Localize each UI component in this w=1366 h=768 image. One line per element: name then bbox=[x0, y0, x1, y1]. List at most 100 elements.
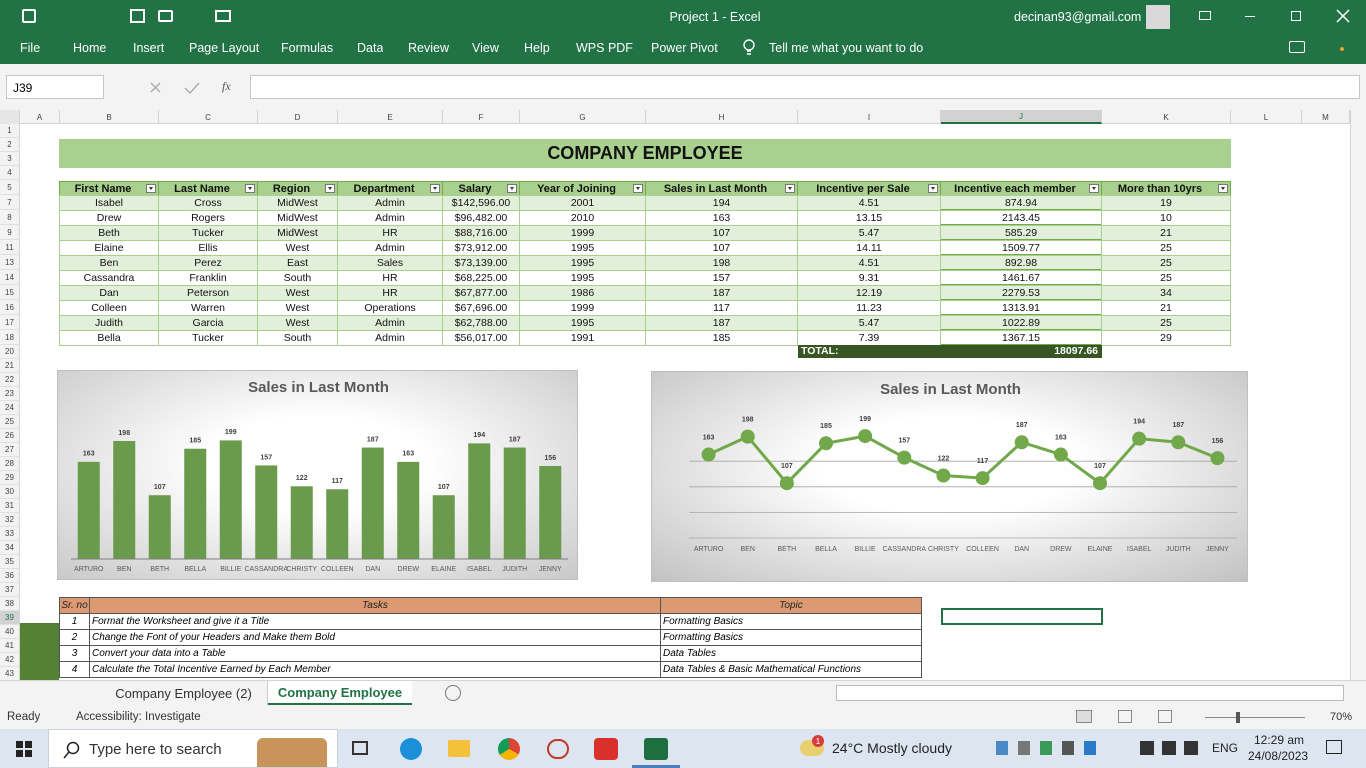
table-header[interactable]: Salary bbox=[442, 181, 520, 196]
table-cell[interactable]: Admin bbox=[337, 195, 443, 211]
row-header[interactable]: 5 bbox=[0, 180, 20, 195]
ribbon-tab[interactable]: Data bbox=[357, 41, 384, 55]
table-cell[interactable]: Colleen bbox=[59, 300, 159, 316]
table-cell[interactable]: 1995 bbox=[519, 240, 646, 256]
table-header[interactable]: First Name bbox=[59, 181, 159, 196]
row-header[interactable]: 24 bbox=[0, 401, 20, 415]
row-header[interactable]: 26 bbox=[0, 429, 20, 443]
column-header[interactable]: J bbox=[941, 110, 1102, 124]
row-header[interactable]: 15 bbox=[0, 285, 20, 300]
table-cell[interactable]: Cross bbox=[158, 195, 258, 211]
row-header[interactable]: 23 bbox=[0, 387, 20, 401]
row-header[interactable]: 16 bbox=[0, 300, 20, 315]
total-label[interactable]: TOTAL: bbox=[801, 345, 839, 357]
zoom-thumb[interactable] bbox=[1236, 712, 1240, 723]
vertical-scrollbar[interactable] bbox=[1350, 110, 1366, 680]
table-cell[interactable]: Elaine bbox=[59, 240, 159, 256]
row-header[interactable]: 13 bbox=[0, 255, 20, 270]
system-icons[interactable] bbox=[1140, 741, 1200, 755]
table-cell[interactable]: 107 bbox=[645, 240, 798, 256]
filter-button[interactable] bbox=[146, 184, 156, 193]
tasks-cell[interactable]: 4 bbox=[59, 661, 90, 678]
page-layout-button[interactable] bbox=[1118, 710, 1132, 723]
table-cell[interactable]: Admin bbox=[337, 210, 443, 226]
tasks-cell[interactable]: Formatting Basics bbox=[660, 613, 922, 630]
row-header[interactable]: 3 bbox=[0, 152, 20, 166]
table-cell[interactable]: 21 bbox=[1101, 225, 1231, 241]
tasks-cell[interactable]: Change the Font of your Headers and Make… bbox=[89, 629, 661, 646]
table-cell[interactable]: East bbox=[257, 255, 338, 271]
table-cell[interactable]: Franklin bbox=[158, 270, 258, 286]
table-cell[interactable]: Admin bbox=[337, 240, 443, 256]
ribbon-tab[interactable]: Insert bbox=[133, 41, 165, 55]
tasks-cell[interactable]: Data Tables bbox=[660, 645, 922, 662]
table-cell[interactable]: Peterson bbox=[158, 285, 258, 301]
insert-function[interactable]: fx bbox=[222, 79, 231, 93]
tasks-header[interactable]: Sr. no bbox=[59, 597, 90, 614]
row-header[interactable]: 37 bbox=[0, 583, 20, 597]
tasks-header[interactable]: Tasks bbox=[89, 597, 661, 614]
table-cell[interactable]: 25 bbox=[1101, 240, 1231, 256]
tasks-cell[interactable]: Formatting Basics bbox=[660, 629, 922, 646]
table-cell[interactable]: 34 bbox=[1101, 285, 1231, 301]
horizontal-scrollbar[interactable] bbox=[836, 685, 1344, 701]
table-cell[interactable]: 1509.77 bbox=[940, 240, 1102, 256]
table-cell[interactable]: 2010 bbox=[519, 210, 646, 226]
table-header[interactable]: Last Name bbox=[158, 181, 258, 196]
row-header[interactable]: 29 bbox=[0, 471, 20, 485]
filter-button[interactable] bbox=[430, 184, 440, 193]
table-cell[interactable]: MidWest bbox=[257, 210, 338, 226]
table-header[interactable]: More than 10yrs bbox=[1101, 181, 1231, 196]
table-cell[interactable]: Warren bbox=[158, 300, 258, 316]
ribbon-tab[interactable]: Page Layout bbox=[189, 41, 260, 55]
ribbon-tab[interactable]: View bbox=[472, 41, 499, 55]
row-header[interactable]: 2 bbox=[0, 138, 20, 152]
table-cell[interactable]: South bbox=[257, 330, 338, 346]
table-cell[interactable]: $68,225.00 bbox=[442, 270, 520, 286]
table-cell[interactable]: Rogers bbox=[158, 210, 258, 226]
table-cell[interactable]: West bbox=[257, 300, 338, 316]
table-cell[interactable]: 4.51 bbox=[797, 255, 941, 271]
restore-button[interactable] bbox=[1291, 11, 1301, 21]
chart[interactable]: Sales in Last Month ARTURO BEN BETH BELLA BIL… bbox=[651, 371, 1248, 582]
ribbon-tab[interactable]: File bbox=[20, 41, 41, 55]
start-button[interactable] bbox=[16, 741, 32, 757]
table-cell[interactable]: 157 bbox=[645, 270, 798, 286]
tasks-cell[interactable]: Data Tables & Basic Mathematical Functio… bbox=[660, 661, 922, 678]
row-header[interactable]: 36 bbox=[0, 569, 20, 583]
notifications-button[interactable] bbox=[1326, 740, 1342, 754]
column-header[interactable]: L bbox=[1231, 110, 1302, 124]
total-value[interactable]: 18097.66 bbox=[1054, 345, 1098, 357]
tasks-cell[interactable]: Calculate the Total Incentive Earned by … bbox=[89, 661, 661, 678]
table-cell[interactable]: 194 bbox=[645, 195, 798, 211]
table-cell[interactable]: 29 bbox=[1101, 330, 1231, 346]
row-header[interactable]: 28 bbox=[0, 457, 20, 471]
table-cell[interactable]: 187 bbox=[645, 285, 798, 301]
table-cell[interactable]: 198 bbox=[645, 255, 798, 271]
row-header[interactable]: 11 bbox=[0, 240, 20, 255]
column-header[interactable]: E bbox=[338, 110, 443, 124]
name-box[interactable]: J39 bbox=[6, 75, 104, 99]
tasks-header[interactable]: Topic bbox=[660, 597, 922, 614]
filter-button[interactable] bbox=[633, 184, 643, 193]
table-cell[interactable]: 2143.45 bbox=[940, 210, 1102, 226]
row-header[interactable]: 35 bbox=[0, 555, 20, 569]
save-icon[interactable] bbox=[22, 9, 36, 23]
table-cell[interactable]: Operations bbox=[337, 300, 443, 316]
table-cell[interactable]: 25 bbox=[1101, 270, 1231, 286]
edge-icon[interactable] bbox=[400, 738, 422, 760]
row-header[interactable]: 32 bbox=[0, 513, 20, 527]
table-cell[interactable]: 7.39 bbox=[797, 330, 941, 346]
account-email[interactable]: decinan93@gmail.com bbox=[1014, 10, 1142, 24]
tasks-cell[interactable]: 3 bbox=[59, 645, 90, 662]
tasks-cell[interactable]: 1 bbox=[59, 613, 90, 630]
table-cell[interactable]: Admin bbox=[337, 330, 443, 346]
column-header[interactable]: H bbox=[646, 110, 798, 124]
row-header[interactable]: 20 bbox=[0, 345, 20, 359]
table-cell[interactable]: $67,696.00 bbox=[442, 300, 520, 316]
table-cell[interactable]: 21 bbox=[1101, 300, 1231, 316]
table-cell[interactable]: West bbox=[257, 315, 338, 331]
normal-view-button[interactable] bbox=[1076, 710, 1092, 723]
table-cell[interactable]: Tucker bbox=[158, 225, 258, 241]
table-cell[interactable]: HR bbox=[337, 270, 443, 286]
